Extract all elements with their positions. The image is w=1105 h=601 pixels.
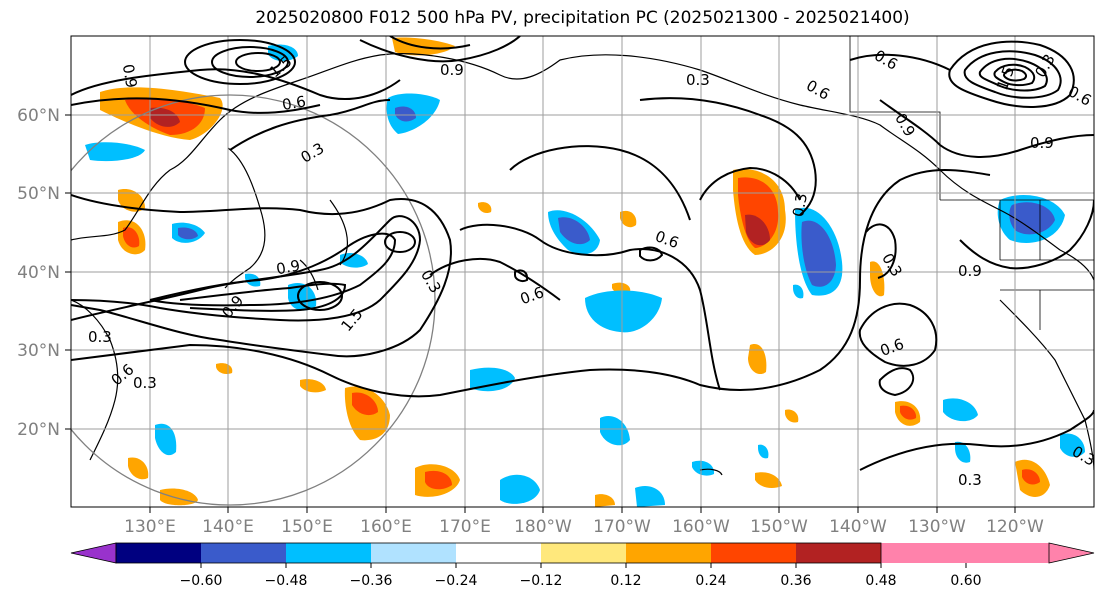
precip-negative-area: [395, 106, 416, 122]
precip-negative-area: [692, 460, 715, 476]
precip-negative-area: [558, 217, 590, 245]
colorbar-tick-label: 0.60: [950, 573, 981, 589]
colorbar-segment: [201, 543, 286, 563]
lon-tick-label: 150°W: [750, 517, 808, 537]
colorbar: −0.60 −0.48 −0.36 −0.24 −0.12 0.12 0.24 …: [70, 542, 1095, 589]
precip-positive-area: [150, 107, 180, 127]
colorbar-tick-label: −0.36: [350, 573, 393, 589]
colorbar-segment-high: [881, 543, 1049, 563]
colorbar-tick-label: −0.48: [265, 573, 308, 589]
precip-negative-area: [470, 367, 515, 392]
precip-negative-area: [1009, 202, 1055, 235]
precip-negative-area: [943, 398, 978, 422]
precip-negative-area: [155, 423, 177, 456]
lon-tick-label: 140°W: [829, 517, 887, 537]
colorbar-tick-label: 0.36: [780, 573, 811, 589]
lon-tick-label: 170°W: [593, 517, 651, 537]
precip-positive-area: [900, 405, 917, 420]
precip-positive-area: [123, 227, 140, 248]
graticule: [71, 36, 1094, 507]
precip-positive-area: [748, 344, 767, 375]
precip-positive-area: [745, 214, 770, 246]
map-panel: 0.9 1.5 0.6 0.3 0.9 0.9 0.6 0.3 0.9 0.6 …: [71, 36, 1094, 507]
colorbar-extend-high: [1048, 542, 1095, 564]
precip-negative-area: [85, 142, 145, 162]
colorbar-tick-label: 0.48: [865, 573, 896, 589]
contour-label: 0.9: [440, 61, 464, 79]
contour-label: 0.9: [1030, 134, 1054, 152]
precip-negative-area: [1060, 433, 1085, 457]
colorbar-segment: [456, 543, 541, 563]
lon-tick-label: 140°E: [202, 517, 254, 537]
precip-negative-area: [500, 474, 540, 504]
political-borders: [849, 36, 1094, 330]
lat-tick-label: 30°N: [17, 341, 60, 361]
precip-positive-area: [425, 470, 452, 490]
colorbar-segment: [626, 543, 711, 563]
colorbar-tick-label: −0.12: [520, 573, 563, 589]
lon-tick-label: 120°W: [986, 517, 1044, 537]
lon-tick-label: 160°E: [360, 517, 412, 537]
colorbar-segment: [116, 543, 201, 563]
contour-label: 0.3: [88, 328, 112, 346]
colorbar-tick-label: 0.12: [610, 573, 641, 589]
lon-tick-label: 130°E: [124, 517, 176, 537]
contour-label: 0.9: [958, 262, 982, 280]
precip-positive-area: [620, 210, 637, 228]
precip-negative-area: [801, 220, 836, 287]
precip-positive-area: [1022, 469, 1040, 485]
lat-tick-label: 40°N: [17, 263, 60, 283]
precip-negative-area: [758, 444, 769, 459]
colorbar-segment: [541, 543, 626, 563]
precip-negative-area: [585, 290, 662, 333]
colorbar-tick-label: −0.60: [180, 573, 223, 589]
lat-tick-label: 60°N: [17, 106, 60, 126]
precip-negative-area: [288, 282, 317, 311]
precip-negative-area: [955, 441, 971, 463]
colorbar-tick-label: 0.24: [695, 573, 726, 589]
precip-negative-area: [635, 485, 665, 507]
precip-negative-area: [340, 253, 368, 268]
lat-tick-label: 50°N: [17, 184, 60, 204]
domain-circle: [71, 94, 436, 506]
precip-negative-area: [793, 284, 804, 299]
precipitation-shading: [85, 37, 1085, 507]
lat-axis: 60°N 50°N 40°N 30°N 20°N: [17, 106, 71, 440]
lon-tick-label: 160°W: [672, 517, 730, 537]
colorbar-tick-label: −0.24: [435, 573, 478, 589]
precip-positive-area: [595, 494, 615, 507]
map-title: 2025020800 F012 500 hPa PV, precipitatio…: [255, 8, 910, 28]
contour-label: 0.3: [133, 374, 157, 392]
lon-tick-label: 130°W: [908, 517, 966, 537]
precip-positive-area: [870, 261, 885, 297]
colorbar-segment: [711, 543, 796, 563]
pv-contours: [71, 36, 1094, 471]
precip-negative-area: [178, 227, 198, 240]
colorbar-segment: [286, 543, 371, 563]
contour-label: 0.9: [119, 63, 141, 90]
precip-positive-area: [785, 409, 799, 423]
precip-positive-area: [478, 202, 492, 214]
colorbar-segment: [796, 543, 881, 563]
precip-positive-area: [128, 457, 149, 480]
contour-label: 0.3: [686, 71, 710, 89]
lat-tick-label: 20°N: [17, 420, 60, 440]
lon-tick-label: 170°E: [439, 517, 491, 537]
lon-tick-label: 150°E: [281, 517, 333, 537]
colorbar-extend-low: [70, 542, 117, 564]
contour-label: 0.3: [789, 192, 811, 219]
contour-label: 0.3: [958, 471, 982, 489]
precip-positive-area: [352, 392, 378, 416]
precip-positive-area: [755, 472, 782, 488]
colorbar-segment: [371, 543, 456, 563]
contour-label: 0.6: [281, 92, 308, 114]
lon-tick-label: 180°W: [514, 517, 572, 537]
contour-label: 0.9: [275, 256, 302, 278]
lon-axis: 130°E 140°E 150°E 160°E 170°E 180°W 170°…: [124, 507, 1044, 537]
